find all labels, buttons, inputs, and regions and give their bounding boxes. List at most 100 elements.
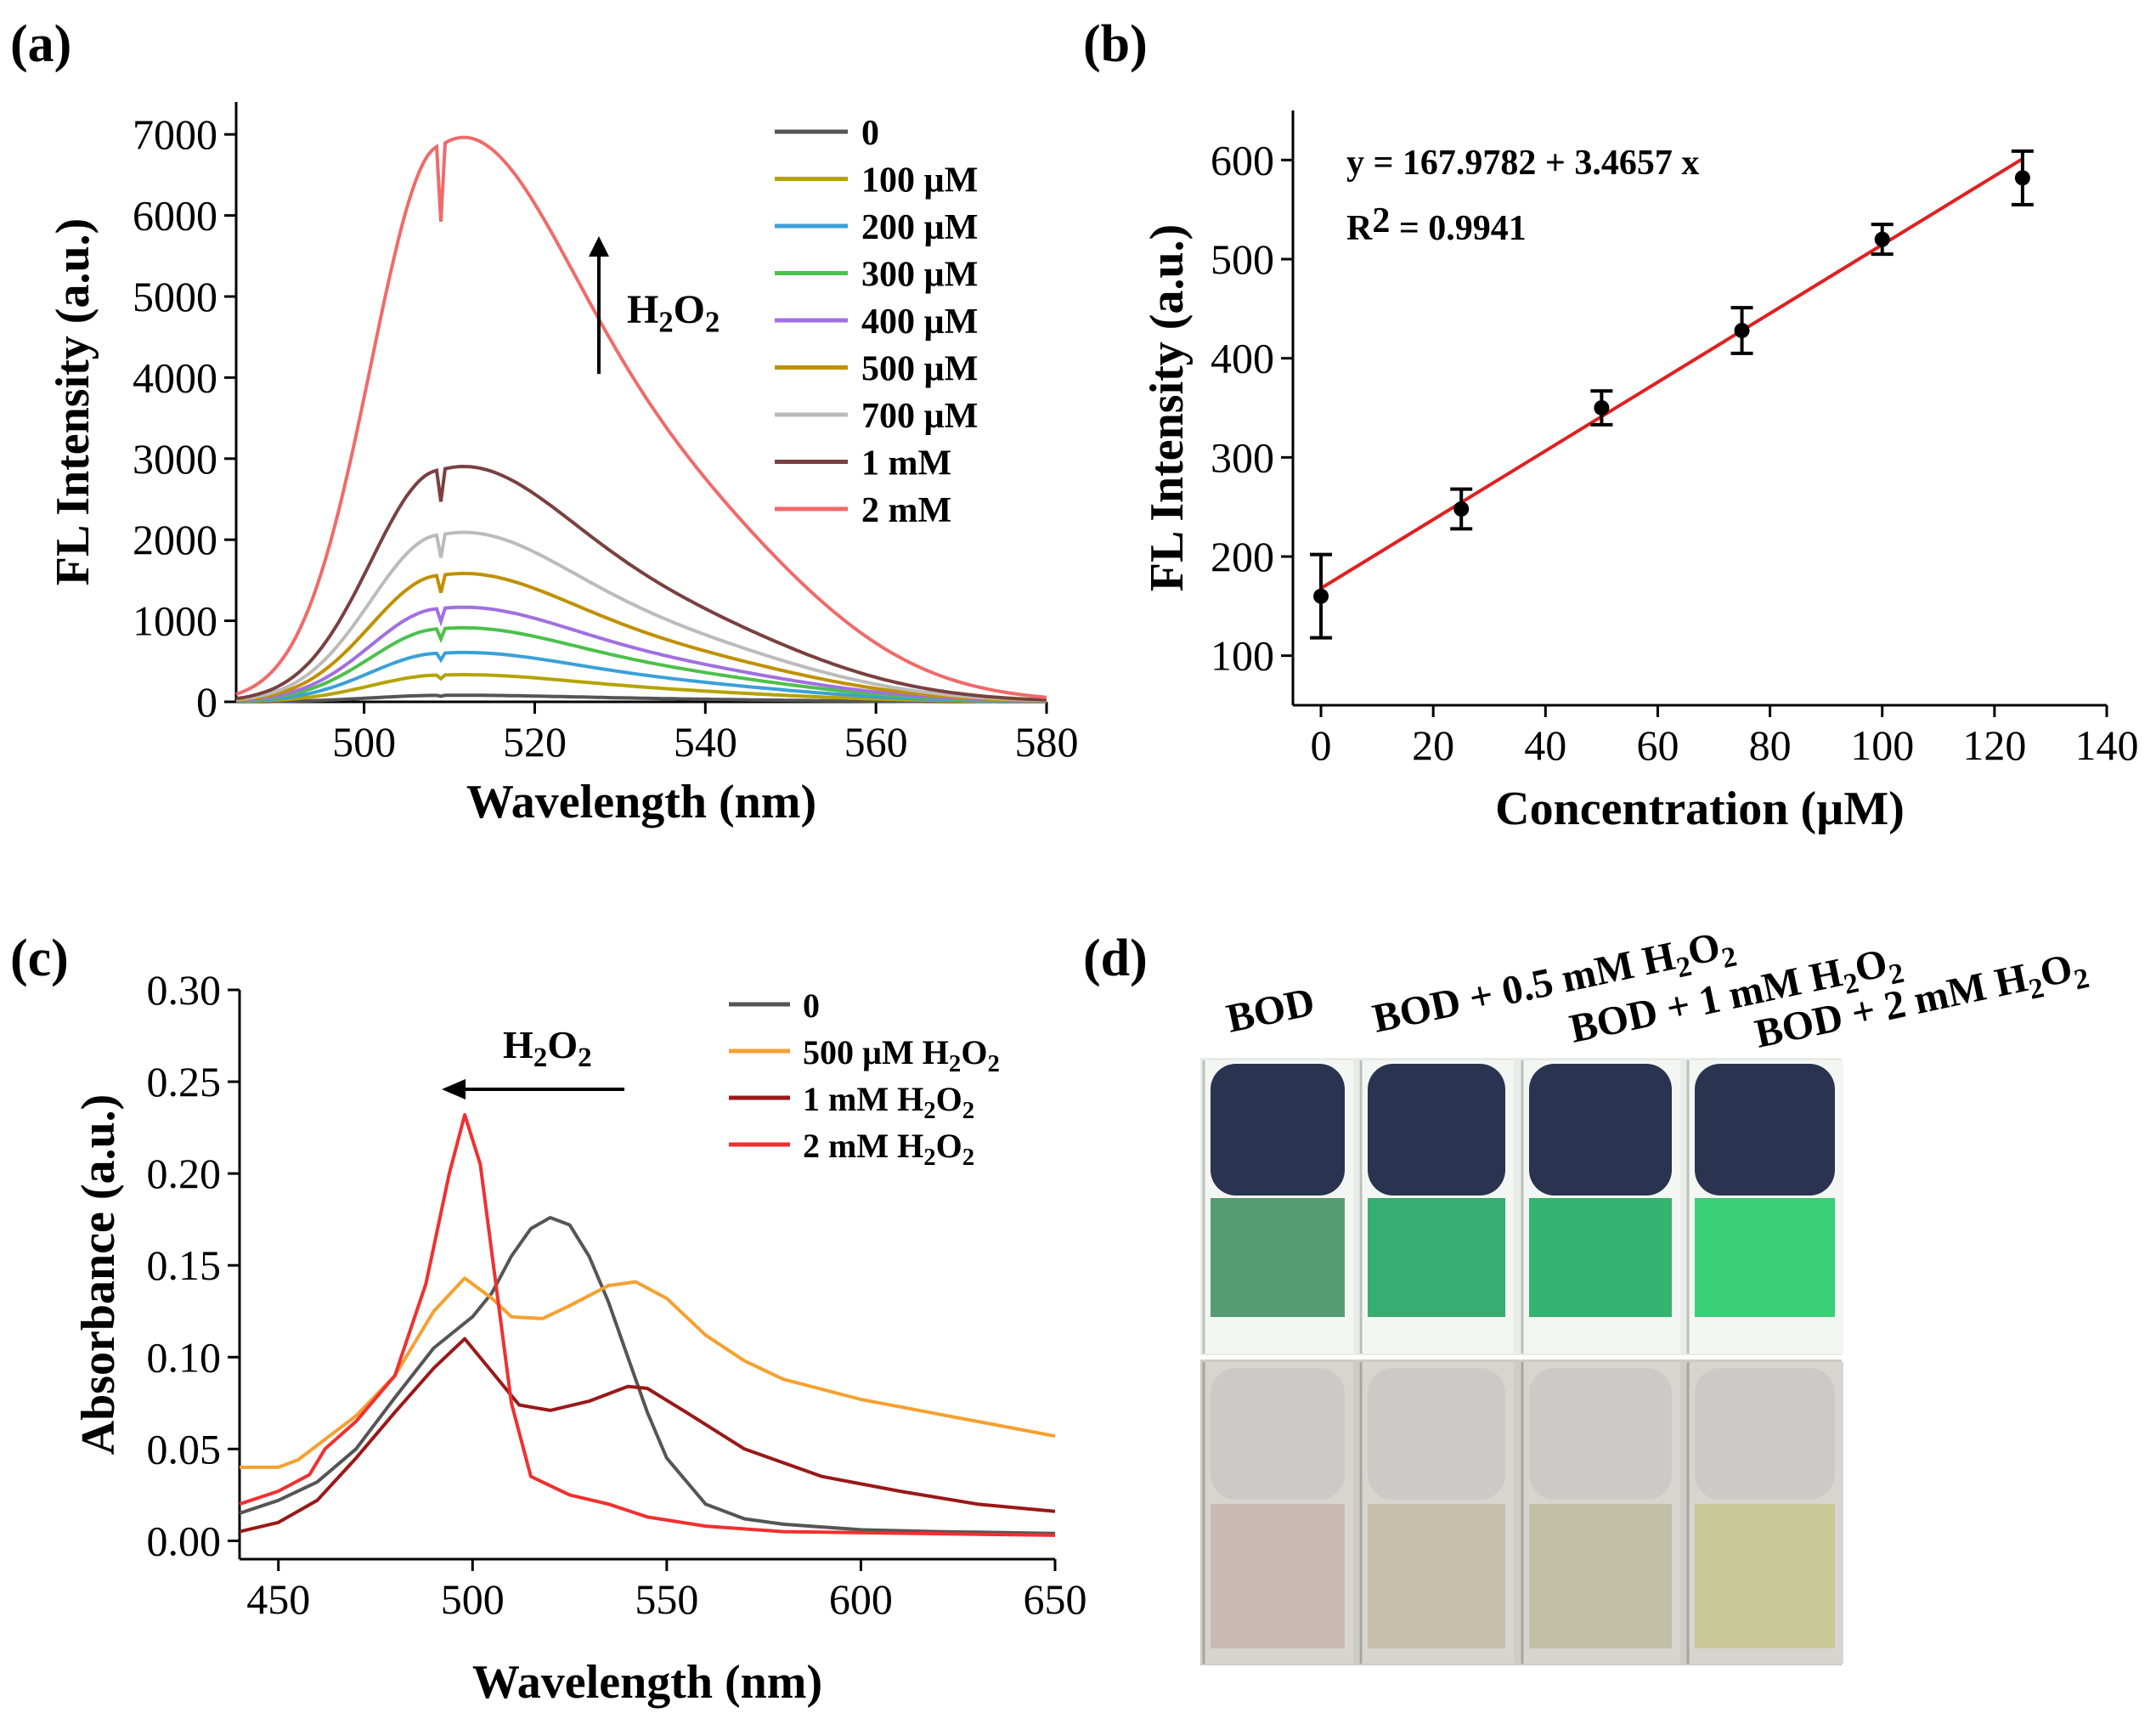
y-tick-label: 0.25: [147, 1058, 222, 1105]
cuvette-bottom-liquid-2: [1529, 1504, 1672, 1648]
y-tick-label: 600: [1211, 136, 1274, 184]
cuvette-bottom-liquid-1: [1368, 1504, 1505, 1648]
y-tick-label: 4000: [133, 353, 217, 401]
y-axis-title: Absorbance (a.u.): [72, 1094, 125, 1456]
x-axis-title: Concentration (µM): [1495, 783, 1905, 835]
legend-label-0: 0: [861, 114, 879, 153]
y-axis-title: FL Intensity (a.u.): [1141, 224, 1194, 592]
x-tick-label: 560: [844, 718, 908, 766]
series-line-4: [235, 605, 1047, 704]
series-line-7: [235, 464, 1047, 702]
y-tick-label: 500: [1211, 235, 1274, 283]
x-tick-label: 600: [829, 1575, 893, 1623]
series-line-5: [235, 571, 1047, 703]
x-tick-label: 60: [1636, 721, 1679, 769]
y-tick-label: 1000: [133, 597, 217, 645]
y-tick-label: 0: [196, 678, 217, 726]
x-tick-label: 140: [2075, 721, 2139, 769]
x-tick-label: 80: [1749, 721, 1792, 769]
series-line-3: [239, 1113, 1056, 1537]
legend-label-3: 2 mM H2O2: [803, 1127, 974, 1171]
y-tick-label: 300: [1211, 433, 1274, 481]
y-tick-label: 3000: [133, 435, 217, 483]
x-tick-label: 120: [1962, 721, 2026, 769]
x-axis-title: Wavelength (nm): [466, 776, 816, 828]
arrow-label: H2O2: [503, 1023, 592, 1073]
data-point-5: [2014, 170, 2030, 186]
x-tick-label: 100: [1850, 721, 1914, 769]
x-tick-label: 450: [246, 1575, 310, 1623]
legend-label-3: 300 µM: [861, 256, 978, 295]
y-axis-title: FL Intensity (a.u.): [47, 218, 99, 586]
panel-label-d: (d): [1083, 930, 1148, 987]
cuvette-top-liquid-2: [1529, 1198, 1672, 1317]
data-point-3: [1734, 323, 1750, 338]
cuvette-bottom-liquid-0: [1211, 1504, 1345, 1648]
legend-label-7: 1 mM: [861, 444, 951, 483]
cuvette-bottom-liquid-3: [1695, 1504, 1835, 1648]
legend-label-0: 0: [803, 986, 820, 1025]
x-tick-label: 500: [441, 1575, 505, 1623]
x-tick-label: 500: [332, 718, 396, 766]
x-axis-title: Wavelength (nm): [472, 1656, 822, 1709]
x-tick-label: 650: [1024, 1575, 1087, 1623]
y-tick-label: 100: [1211, 632, 1274, 680]
series-line-1: [240, 1276, 1056, 1469]
x-tick-label: 550: [635, 1575, 698, 1623]
data-point-4: [1874, 231, 1890, 247]
chart-c: 450 500 550 600 650 0.00 0.05 0.10 0.15 0.20 0.25 0…: [72, 966, 1087, 1709]
panel-label-b: (b): [1083, 15, 1148, 73]
legend-label-6: 700 µM: [861, 397, 978, 436]
series-line-0: [239, 1216, 1056, 1535]
data-point-2: [1594, 400, 1610, 415]
fit-line: [1319, 157, 2023, 591]
cuvette-label-0: BOD: [1222, 979, 1318, 1041]
cuvette-top-liquid-1: [1368, 1198, 1505, 1317]
legend-label-2: 1 mM H2O2: [803, 1080, 974, 1124]
cuvette-top-liquid-3: [1695, 1198, 1835, 1317]
series-line-6: [235, 530, 1047, 703]
arrow-head: [442, 1079, 466, 1099]
legend-label-5: 500 µM: [861, 350, 978, 389]
x-tick-label: 20: [1412, 721, 1454, 769]
y-tick-label: 5000: [133, 273, 217, 320]
y-tick-label: 0.00: [147, 1517, 222, 1564]
y-tick-label: 7000: [133, 110, 217, 158]
cuvette-top-cap-1: [1368, 1064, 1505, 1195]
y-tick-label: 0.20: [147, 1150, 222, 1197]
arrow-head: [589, 236, 609, 257]
legend-label-8: 2 mM: [861, 491, 951, 530]
cuvette-top-cap-3: [1695, 1064, 1835, 1195]
data-point-1: [1453, 501, 1470, 517]
fit-r-squared: R2 = 0.9941: [1346, 201, 1527, 248]
cuvette-bottom-cap-2: [1529, 1368, 1672, 1500]
legend-label-4: 400 µM: [861, 302, 978, 342]
y-tick-label: 400: [1211, 335, 1274, 382]
cuvette-top-cap-0: [1211, 1064, 1345, 1195]
panel-label-c: (c): [10, 930, 69, 987]
y-tick-label: 6000: [133, 192, 217, 240]
cuvette-bottom-cap-1: [1368, 1368, 1505, 1500]
arrow-label: H2O2: [627, 287, 720, 339]
y-tick-label: 0.30: [147, 966, 222, 1014]
series-line-2: [239, 1337, 1056, 1534]
legend-label-1: 500 µM H2O2: [803, 1033, 1000, 1077]
cuvette-bottom-cap-0: [1211, 1368, 1345, 1500]
fit-equation: y = 167.9782 + 3.4657 x: [1346, 144, 1699, 183]
data-point-0: [1313, 588, 1329, 604]
panel-label-a: (a): [10, 15, 71, 73]
x-tick-label: 580: [1015, 718, 1079, 766]
legend-label-1: 100 µM: [861, 161, 978, 201]
chart-b: 0 20 40 60 80 100 120 140 100 200 300 400 500 600 Conc…: [1141, 110, 2139, 835]
chart-a: 500 520 540 560 580 0 1000 2000 3000 4000 5000 6000…: [47, 102, 1079, 828]
y-tick-label: 200: [1211, 533, 1274, 580]
x-tick-label: 40: [1524, 721, 1566, 769]
cuvette-top-liquid-0: [1211, 1198, 1345, 1317]
legend-label-2: 200 µM: [861, 208, 978, 247]
x-tick-label: 0: [1311, 721, 1332, 769]
cuvette-top-cap-2: [1529, 1064, 1672, 1195]
cuvette-bottom-cap-3: [1695, 1368, 1835, 1500]
y-tick-label: 0.05: [147, 1425, 222, 1472]
